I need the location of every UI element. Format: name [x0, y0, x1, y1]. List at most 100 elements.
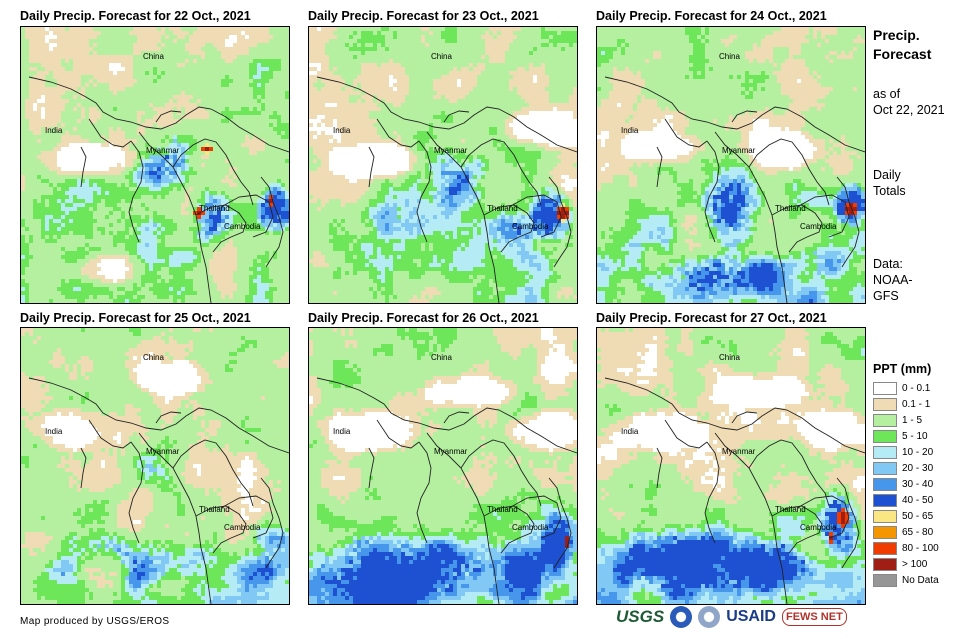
country-label-thailand: Thailand: [487, 204, 518, 213]
country-border: [443, 411, 470, 424]
legend-label: 30 - 40: [902, 479, 933, 490]
legend-row: 5 - 10: [873, 428, 939, 444]
country-border: [416, 441, 432, 544]
legend-label: 10 - 20: [902, 447, 933, 458]
daily-totals-line: Daily: [873, 167, 906, 183]
country-label-myanmar: Myanmar: [722, 447, 756, 456]
country-label-india: India: [45, 126, 63, 135]
country-border: [155, 110, 182, 123]
country-label-myanmar: Myanmar: [722, 146, 756, 155]
usaid-seal-icon: [698, 606, 721, 628]
legend-row: 30 - 40: [873, 476, 939, 492]
country-border: [656, 447, 663, 489]
precip-raster: China India Myanmar Thailand Cambodia: [21, 328, 289, 604]
legend-swatch: [873, 461, 897, 475]
country-border: [508, 495, 562, 539]
forecast-map-panel: China India Myanmar Thailand Cambodia: [596, 327, 866, 605]
country-border: [316, 377, 577, 454]
country-border: [88, 118, 132, 148]
country-border: [460, 138, 542, 206]
country-label-china: China: [143, 52, 164, 61]
map-credit: Map produced by USGS/EROS: [20, 616, 170, 627]
country-border: [836, 176, 860, 268]
legend-swatch: [873, 477, 897, 491]
as-of-value: Oct 22, 2021: [873, 102, 945, 118]
country-label-china: China: [719, 353, 740, 362]
precip-raster: China India Myanmar Thailand Cambodia: [309, 328, 577, 604]
country-border: [316, 76, 577, 153]
country-border: [548, 176, 572, 268]
country-label-cambodia: Cambodia: [800, 523, 837, 532]
country-border: [220, 194, 274, 238]
country-border: [714, 131, 788, 303]
country-label-china: China: [431, 52, 452, 61]
legend-swatch: [873, 445, 897, 459]
country-border: [731, 110, 758, 123]
legend-label: 40 - 50: [902, 495, 933, 506]
usaid-logo: USAID: [726, 608, 776, 626]
country-label-cambodia: Cambodia: [224, 222, 261, 231]
country-border: [172, 439, 254, 507]
precip-raster: China India Myanmar Thailand Cambodia: [21, 27, 289, 303]
country-border: [460, 439, 542, 507]
legend-row: 1 - 5: [873, 412, 939, 428]
country-border: [28, 76, 289, 153]
legend-swatch: [873, 573, 897, 587]
side-title: Precip. Forecast: [873, 26, 931, 64]
legend-row: 65 - 80: [873, 524, 939, 540]
country-border: [260, 477, 284, 569]
country-border: [731, 411, 758, 424]
legend-label: > 100: [902, 559, 927, 570]
legend-swatch: [873, 429, 897, 443]
legend-label: 5 - 10: [902, 431, 928, 442]
country-label-india: India: [333, 126, 351, 135]
country-border: [28, 377, 289, 454]
legend-label: No Data: [902, 575, 939, 586]
legend: PPT (mm) 0 - 0.1 0.1 - 1 1 - 5 5 - 10 10 - 2…: [873, 362, 939, 588]
country-border: [155, 411, 182, 424]
agency-logos: USGS USAID FEWS NET: [616, 606, 847, 628]
country-label-myanmar: Myanmar: [146, 146, 180, 155]
legend-label: 20 - 30: [902, 463, 933, 474]
country-label-india: India: [621, 126, 639, 135]
fews-net-logo: FEWS NET: [781, 608, 847, 626]
forecast-map-panel: China India Myanmar Thailand Cambodia: [596, 26, 866, 304]
forecast-map-panel: China India Myanmar Thailand Cambodia: [308, 327, 578, 605]
data-source-line: GFS: [873, 288, 913, 304]
legend-label: 80 - 100: [902, 543, 939, 554]
country-border: [128, 441, 144, 544]
legend-label: 1 - 5: [902, 415, 922, 426]
legend-row: 0.1 - 1: [873, 396, 939, 412]
country-border: [656, 146, 663, 188]
legend-swatch: [873, 525, 897, 539]
legend-row: > 100: [873, 556, 939, 572]
panel-title: Daily Precip. Forecast for 24 Oct., 2021: [596, 9, 827, 23]
country-border: [483, 505, 535, 554]
country-label-myanmar: Myanmar: [434, 447, 468, 456]
country-border: [138, 432, 212, 604]
country-border: [664, 419, 708, 449]
country-label-thailand: Thailand: [199, 505, 230, 514]
forecast-map-panel: China India Myanmar Thailand Cambodia: [308, 26, 578, 304]
panel-title: Daily Precip. Forecast for 22 Oct., 2021: [20, 9, 251, 23]
legend-swatch: [873, 413, 897, 427]
data-source-line: Data:: [873, 256, 913, 272]
usgs-logo: USGS: [616, 607, 664, 627]
country-border: [714, 432, 788, 604]
country-label-cambodia: Cambodia: [224, 523, 261, 532]
country-label-thailand: Thailand: [775, 204, 806, 213]
panel-title: Daily Precip. Forecast for 25 Oct., 2021: [20, 311, 251, 325]
country-border: [771, 204, 823, 253]
country-border: [260, 176, 284, 268]
country-border: [443, 110, 470, 123]
country-label-china: China: [431, 353, 452, 362]
country-border: [128, 140, 144, 243]
daily-totals-line: Totals: [873, 183, 906, 199]
legend-swatch: [873, 397, 897, 411]
as-of-label: as of: [873, 86, 945, 102]
legend-row: 0 - 0.1: [873, 380, 939, 396]
legend-row: 10 - 20: [873, 444, 939, 460]
country-label-india: India: [45, 427, 63, 436]
legend-swatch: [873, 541, 897, 555]
country-border: [426, 432, 500, 604]
